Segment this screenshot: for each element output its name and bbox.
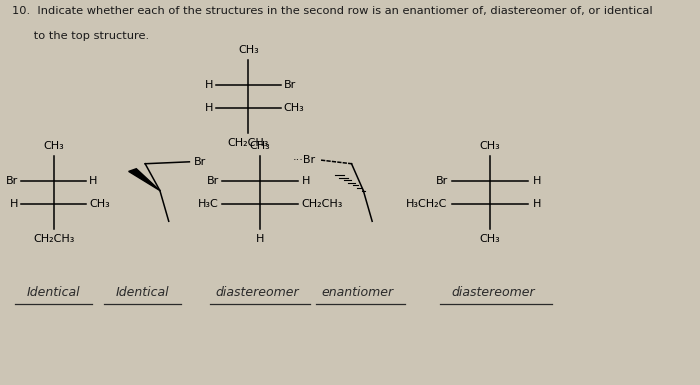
Text: H: H [10, 199, 18, 209]
Text: H₃C: H₃C [198, 199, 219, 209]
Text: CH₃: CH₃ [43, 141, 64, 151]
Text: CH₃: CH₃ [89, 199, 110, 209]
Text: diastereomer: diastereomer [216, 286, 299, 299]
Text: Identical: Identical [27, 286, 80, 299]
Text: H: H [204, 103, 213, 113]
Text: CH₃: CH₃ [480, 234, 500, 244]
Text: Br: Br [206, 176, 219, 186]
Text: Identical: Identical [116, 286, 169, 299]
Text: CH₃: CH₃ [250, 141, 270, 151]
Text: H: H [89, 176, 97, 186]
Text: 10.  Indicate whether each of the structures in the second row is an enantiomer : 10. Indicate whether each of the structu… [13, 7, 653, 17]
Text: CH₃: CH₃ [480, 141, 500, 151]
Text: Br: Br [284, 80, 296, 90]
Text: CH₃: CH₃ [238, 45, 259, 55]
Text: Br: Br [435, 176, 447, 186]
Text: diastereomer: diastereomer [452, 286, 535, 299]
Text: H: H [204, 80, 213, 90]
Text: H: H [533, 176, 541, 186]
Text: CH₂CH₃: CH₂CH₃ [33, 234, 74, 244]
Text: Br: Br [194, 157, 206, 167]
Text: enantiomer: enantiomer [321, 286, 393, 299]
Text: H: H [302, 176, 310, 186]
Text: H: H [256, 234, 265, 244]
Text: CH₂CH₃: CH₂CH₃ [302, 199, 343, 209]
Text: H: H [533, 199, 541, 209]
Text: H₃CH₂C: H₃CH₂C [406, 199, 447, 209]
Text: CH₂CH₃: CH₂CH₃ [228, 138, 269, 148]
Text: ···Br: ···Br [293, 155, 316, 165]
Text: to the top structure.: to the top structure. [13, 32, 150, 41]
Polygon shape [129, 169, 160, 191]
Text: Br: Br [6, 176, 18, 186]
Text: CH₃: CH₃ [284, 103, 304, 113]
